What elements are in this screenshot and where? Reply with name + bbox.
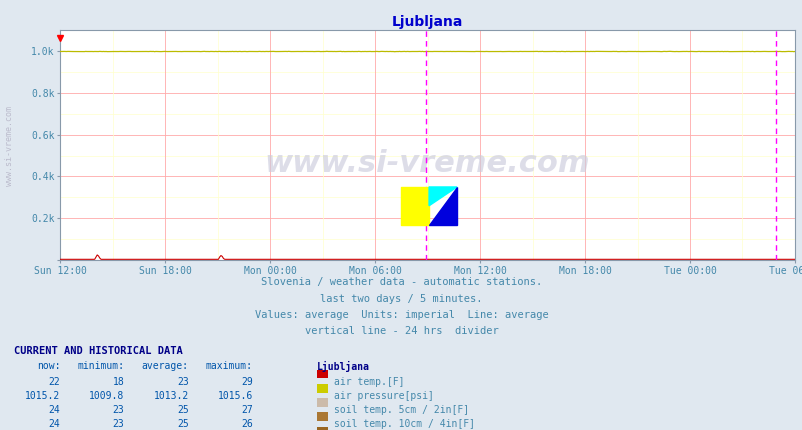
Text: air pressure[psi]: air pressure[psi] (334, 391, 433, 401)
Text: 26: 26 (241, 419, 253, 429)
Text: www.si-vreme.com: www.si-vreme.com (265, 149, 589, 178)
Text: 24: 24 (48, 419, 60, 429)
Text: 1015.2: 1015.2 (25, 391, 60, 401)
Text: 25: 25 (176, 419, 188, 429)
Text: maximum:: maximum: (205, 361, 253, 371)
Text: soil temp. 10cm / 4in[F]: soil temp. 10cm / 4in[F] (334, 419, 475, 429)
Text: average:: average: (141, 361, 188, 371)
Text: last two days / 5 minutes.: last two days / 5 minutes. (320, 294, 482, 304)
Text: www.si-vreme.com: www.si-vreme.com (5, 106, 14, 186)
Text: 1009.8: 1009.8 (89, 391, 124, 401)
Text: vertical line - 24 hrs  divider: vertical line - 24 hrs divider (304, 326, 498, 336)
Text: Ljubljana: Ljubljana (317, 361, 370, 372)
Text: 24: 24 (48, 405, 60, 415)
Text: 23: 23 (176, 377, 188, 387)
Text: 23: 23 (112, 419, 124, 429)
Polygon shape (428, 187, 456, 206)
Text: 25: 25 (176, 405, 188, 415)
Text: 22: 22 (48, 377, 60, 387)
Text: minimum:: minimum: (77, 361, 124, 371)
Text: 29: 29 (241, 377, 253, 387)
Text: soil temp. 5cm / 2in[F]: soil temp. 5cm / 2in[F] (334, 405, 468, 415)
Text: 1015.6: 1015.6 (217, 391, 253, 401)
Polygon shape (428, 187, 456, 224)
Title: Ljubljana: Ljubljana (391, 15, 463, 29)
Text: 1013.2: 1013.2 (153, 391, 188, 401)
Text: Slovenia / weather data - automatic stations.: Slovenia / weather data - automatic stat… (261, 277, 541, 287)
Text: now:: now: (37, 361, 60, 371)
Text: 23: 23 (112, 405, 124, 415)
Text: CURRENT AND HISTORICAL DATA: CURRENT AND HISTORICAL DATA (14, 346, 183, 356)
Text: 27: 27 (241, 405, 253, 415)
Text: Values: average  Units: imperial  Line: average: Values: average Units: imperial Line: av… (254, 310, 548, 320)
Text: 18: 18 (112, 377, 124, 387)
Text: air temp.[F]: air temp.[F] (334, 377, 404, 387)
